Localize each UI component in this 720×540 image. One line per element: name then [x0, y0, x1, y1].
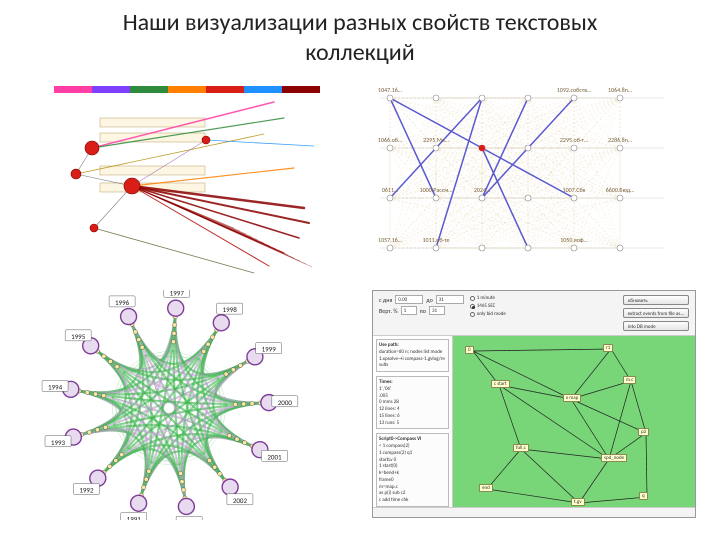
times-box: Times:1','06'.0050 mms 2812 lines: 415 l… — [376, 376, 449, 429]
graph-node[interactable]: 0 — [465, 346, 474, 354]
path-value: duration=60 n; nodes list mode1.xpsolve→… — [379, 349, 446, 369]
bipartite-svg: 1047.16… 1092.собств… 1064.8п… 1066.об… 2295… — [372, 78, 672, 278]
radio-label: 1465 SЕС — [477, 303, 496, 309]
svg-text:1011.об-те: 1011.об-те — [422, 236, 449, 244]
svg-text:2000: 2000 — [278, 398, 293, 407]
graph-canvas[interactable]: 0 r1 c start x map m.c full.c spd_node p2 end t.g… — [453, 336, 695, 507]
dbmode-button[interactable]: into DB mode — [623, 321, 689, 331]
svg-text:1991: 1991 — [127, 515, 142, 520]
app-body: Use path: duration=60 n; nodes list mode… — [373, 336, 695, 507]
svg-text:1000.Рассм…: 1000.Рассм… — [420, 186, 453, 194]
graph-node[interactable]: c start — [491, 380, 510, 388]
graph-node[interactable]: p2 — [638, 428, 649, 436]
graph-node[interactable]: full.c — [513, 444, 529, 452]
slide-title: Наши визуализации разных свойств текстов… — [16, 8, 704, 68]
to-label: до — [426, 296, 432, 304]
svg-text:6600.Бюд…: 6600.Бюд… — [606, 186, 635, 194]
svg-text:2002: 2002 — [233, 496, 248, 505]
radio-option[interactable]: 1465 SЕС — [470, 303, 506, 309]
svg-text:1992: 1992 — [79, 485, 94, 494]
path-label: Use path: — [379, 342, 399, 348]
graph-node[interactable]: r1 — [603, 344, 613, 352]
graph-node[interactable]: spd_node — [601, 454, 627, 462]
radio-label: 1 minute — [477, 295, 495, 301]
title-line1: Наши визуализации разных свойств текстов… — [123, 8, 598, 37]
graph-node[interactable]: m.c — [623, 376, 636, 384]
svg-text:2295.об-т…: 2295.об-т… — [560, 136, 588, 144]
svg-text:1066.об…: 1066.об… — [378, 136, 402, 144]
svg-text:2024…: 2024… — [474, 186, 490, 194]
svg-text:1047.16…: 1047.16… — [378, 86, 402, 94]
radio-icon — [470, 304, 475, 309]
status-bar — [373, 507, 695, 517]
svg-text:1050.яоф…: 1050.яоф… — [560, 236, 588, 244]
script-box: Script0->Compass VI< 1 compass(2)1 compa… — [376, 433, 449, 507]
radio-icon — [470, 296, 475, 301]
from-label: с дня — [379, 296, 392, 304]
to-input[interactable]: 31 — [436, 295, 464, 304]
side-pane: Use path: duration=60 n; nodes list mode… — [373, 336, 453, 507]
radio-icon — [470, 312, 475, 317]
panel-flow-network — [24, 78, 348, 278]
path-box: Use path: duration=60 n; nodes list mode… — [376, 339, 449, 372]
svg-text:1999: 1999 — [262, 345, 277, 354]
radio-option[interactable]: only bid mode — [470, 311, 506, 317]
svg-text:1996: 1996 — [115, 298, 130, 307]
svg-text:1007.Сбк: 1007.Сбк — [563, 186, 586, 194]
panel-circular-network: 1990 1991 1992 1993 1994 1995 1996 1997 1998 1999… — [24, 290, 348, 520]
svg-text:1993: 1993 — [51, 438, 66, 447]
from-input[interactable]: 0.00 — [395, 295, 423, 304]
app-window: с дня 0.00 до 31 Верт. % 1 по 31 1 minut… — [372, 290, 696, 518]
svg-text:2295.Ма…: 2295.Ма… — [423, 136, 449, 144]
flow-network-svg — [24, 78, 344, 278]
row2a-label: Верт. % — [379, 307, 398, 315]
graph-node[interactable]: x map — [563, 394, 581, 402]
title-line2: коллекций — [305, 38, 415, 67]
refresh-button[interactable]: обновить — [623, 295, 689, 305]
svg-text:1994: 1994 — [48, 382, 63, 391]
circular-svg: 1990 1991 1992 1993 1994 1995 1996 1997 1998 1999… — [24, 290, 324, 520]
radio-option[interactable]: 1 minute — [470, 295, 506, 301]
row2b-input[interactable]: 31 — [429, 306, 445, 315]
svg-text:1997: 1997 — [170, 290, 185, 297]
panel-bipartite-network: 1047.16… 1092.собств… 1064.8п… 1066.об… 2295… — [372, 78, 696, 278]
svg-text:1995: 1995 — [71, 332, 86, 341]
panel-app-screenshot: с дня 0.00 до 31 Верт. % 1 по 31 1 minut… — [372, 290, 696, 520]
row2a-input[interactable]: 1 — [401, 306, 417, 315]
svg-text:1990: 1990 — [182, 518, 197, 520]
svg-text:1092.собств…: 1092.собств… — [557, 86, 591, 94]
graph-node[interactable]: q — [639, 492, 648, 500]
radio-group: 1 minute 1465 SЕС only bid mode — [470, 295, 506, 317]
svg-text:1998: 1998 — [223, 305, 238, 314]
svg-text:1064.8п…: 1064.8п… — [608, 86, 632, 94]
graph-node[interactable]: t.gv — [571, 498, 585, 506]
graph-node[interactable]: end — [479, 484, 493, 492]
svg-text:2286.8п…: 2286.8п… — [608, 136, 632, 144]
extract-button[interactable]: extract events from file as... — [623, 308, 689, 318]
graph-svg — [453, 336, 695, 507]
app-toolbar: с дня 0.00 до 31 Верт. % 1 по 31 1 minut… — [373, 291, 695, 336]
svg-text:2001: 2001 — [267, 452, 282, 461]
svg-text:1057.16…: 1057.16… — [378, 236, 402, 244]
radio-label: only bid mode — [477, 311, 506, 317]
svg-text:0611…: 0611… — [382, 186, 398, 194]
row2b-label: по — [420, 307, 426, 315]
figure-grid: 1047.16… 1092.собств… 1064.8п… 1066.об… 2295… — [16, 78, 704, 520]
